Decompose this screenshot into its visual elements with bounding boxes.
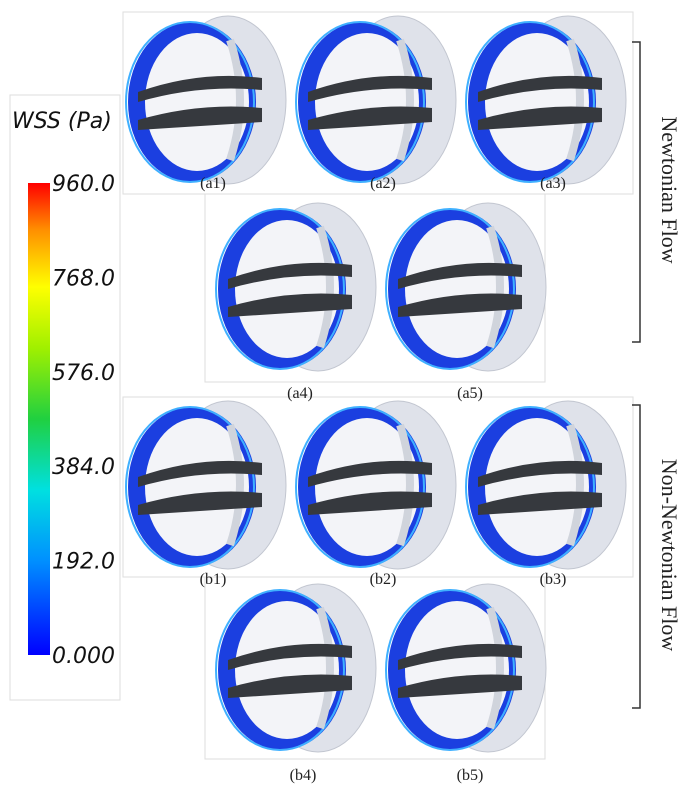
panel-label: (a3) <box>540 175 566 192</box>
panel-label: (b4) <box>290 767 317 784</box>
panel-label: (b5) <box>457 767 484 784</box>
colorbar-tick-label: 192.0 <box>52 550 115 575</box>
colorbar-title: WSS (Pa) <box>12 109 112 134</box>
colorbar <box>28 183 50 655</box>
group-label: Newtonian Flow <box>657 116 679 263</box>
panel-label: (a4) <box>287 385 313 402</box>
panel-label: (a2) <box>370 175 396 192</box>
colorbar-tick-label: 576.0 <box>52 361 115 386</box>
colorbar-tick-label: 768.0 <box>52 266 115 291</box>
panel-label: (b1) <box>200 571 227 588</box>
colorbar-tick-label: 384.0 <box>52 455 115 480</box>
panel-label: (a1) <box>200 175 226 192</box>
group-label: Non-Newtonian Flow <box>657 459 679 652</box>
colorbar-tick-label: 960.0 <box>52 172 115 197</box>
panel-label: (b2) <box>370 571 397 588</box>
colorbar-tick-label: 0.000 <box>52 644 115 669</box>
figure: WSS (Pa) 960.0768.0576.0384.0192.00.000 … <box>0 0 679 791</box>
panel-label: (a5) <box>457 385 483 402</box>
panel-label: (b3) <box>540 571 567 588</box>
